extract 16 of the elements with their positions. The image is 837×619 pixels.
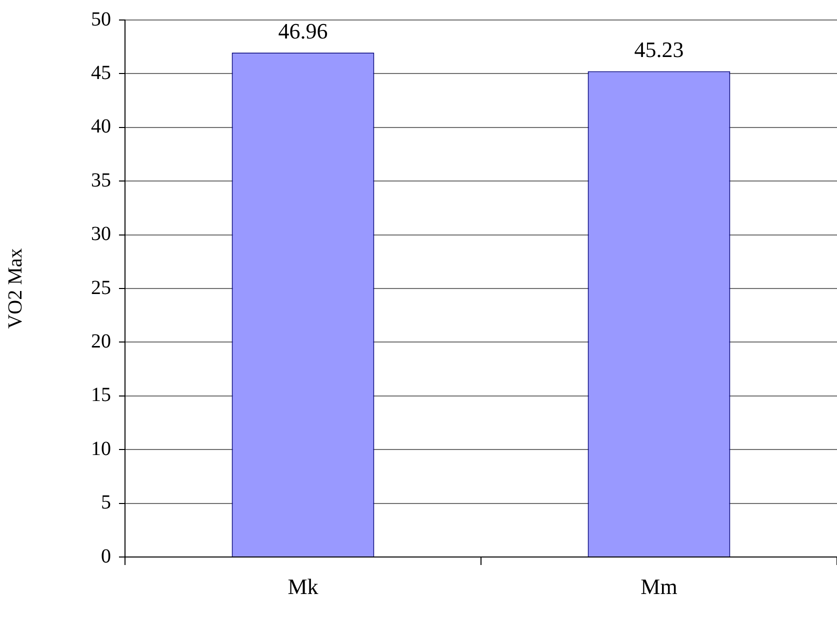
x-tick-label: Mk	[288, 574, 318, 599]
y-axis-title: VO2 Max	[4, 248, 26, 329]
y-tick-label: 10	[91, 438, 111, 460]
y-tick-label: 45	[91, 62, 111, 84]
y-tick-label: 5	[101, 492, 111, 514]
y-tick-label: 25	[91, 276, 111, 299]
y-tick-label: 50	[91, 8, 111, 30]
data-label: 46.96	[278, 18, 328, 44]
y-tick-label: 20	[91, 330, 111, 352]
y-tick-label: 40	[91, 116, 111, 138]
y-tick-label: 35	[91, 169, 111, 192]
y-tick-label: 0	[101, 545, 111, 568]
y-tick-label: 30	[91, 223, 111, 246]
x-tick-label: Mm	[640, 574, 678, 599]
y-tick-label: 15	[91, 384, 111, 406]
data-label: 45.23	[634, 37, 684, 62]
